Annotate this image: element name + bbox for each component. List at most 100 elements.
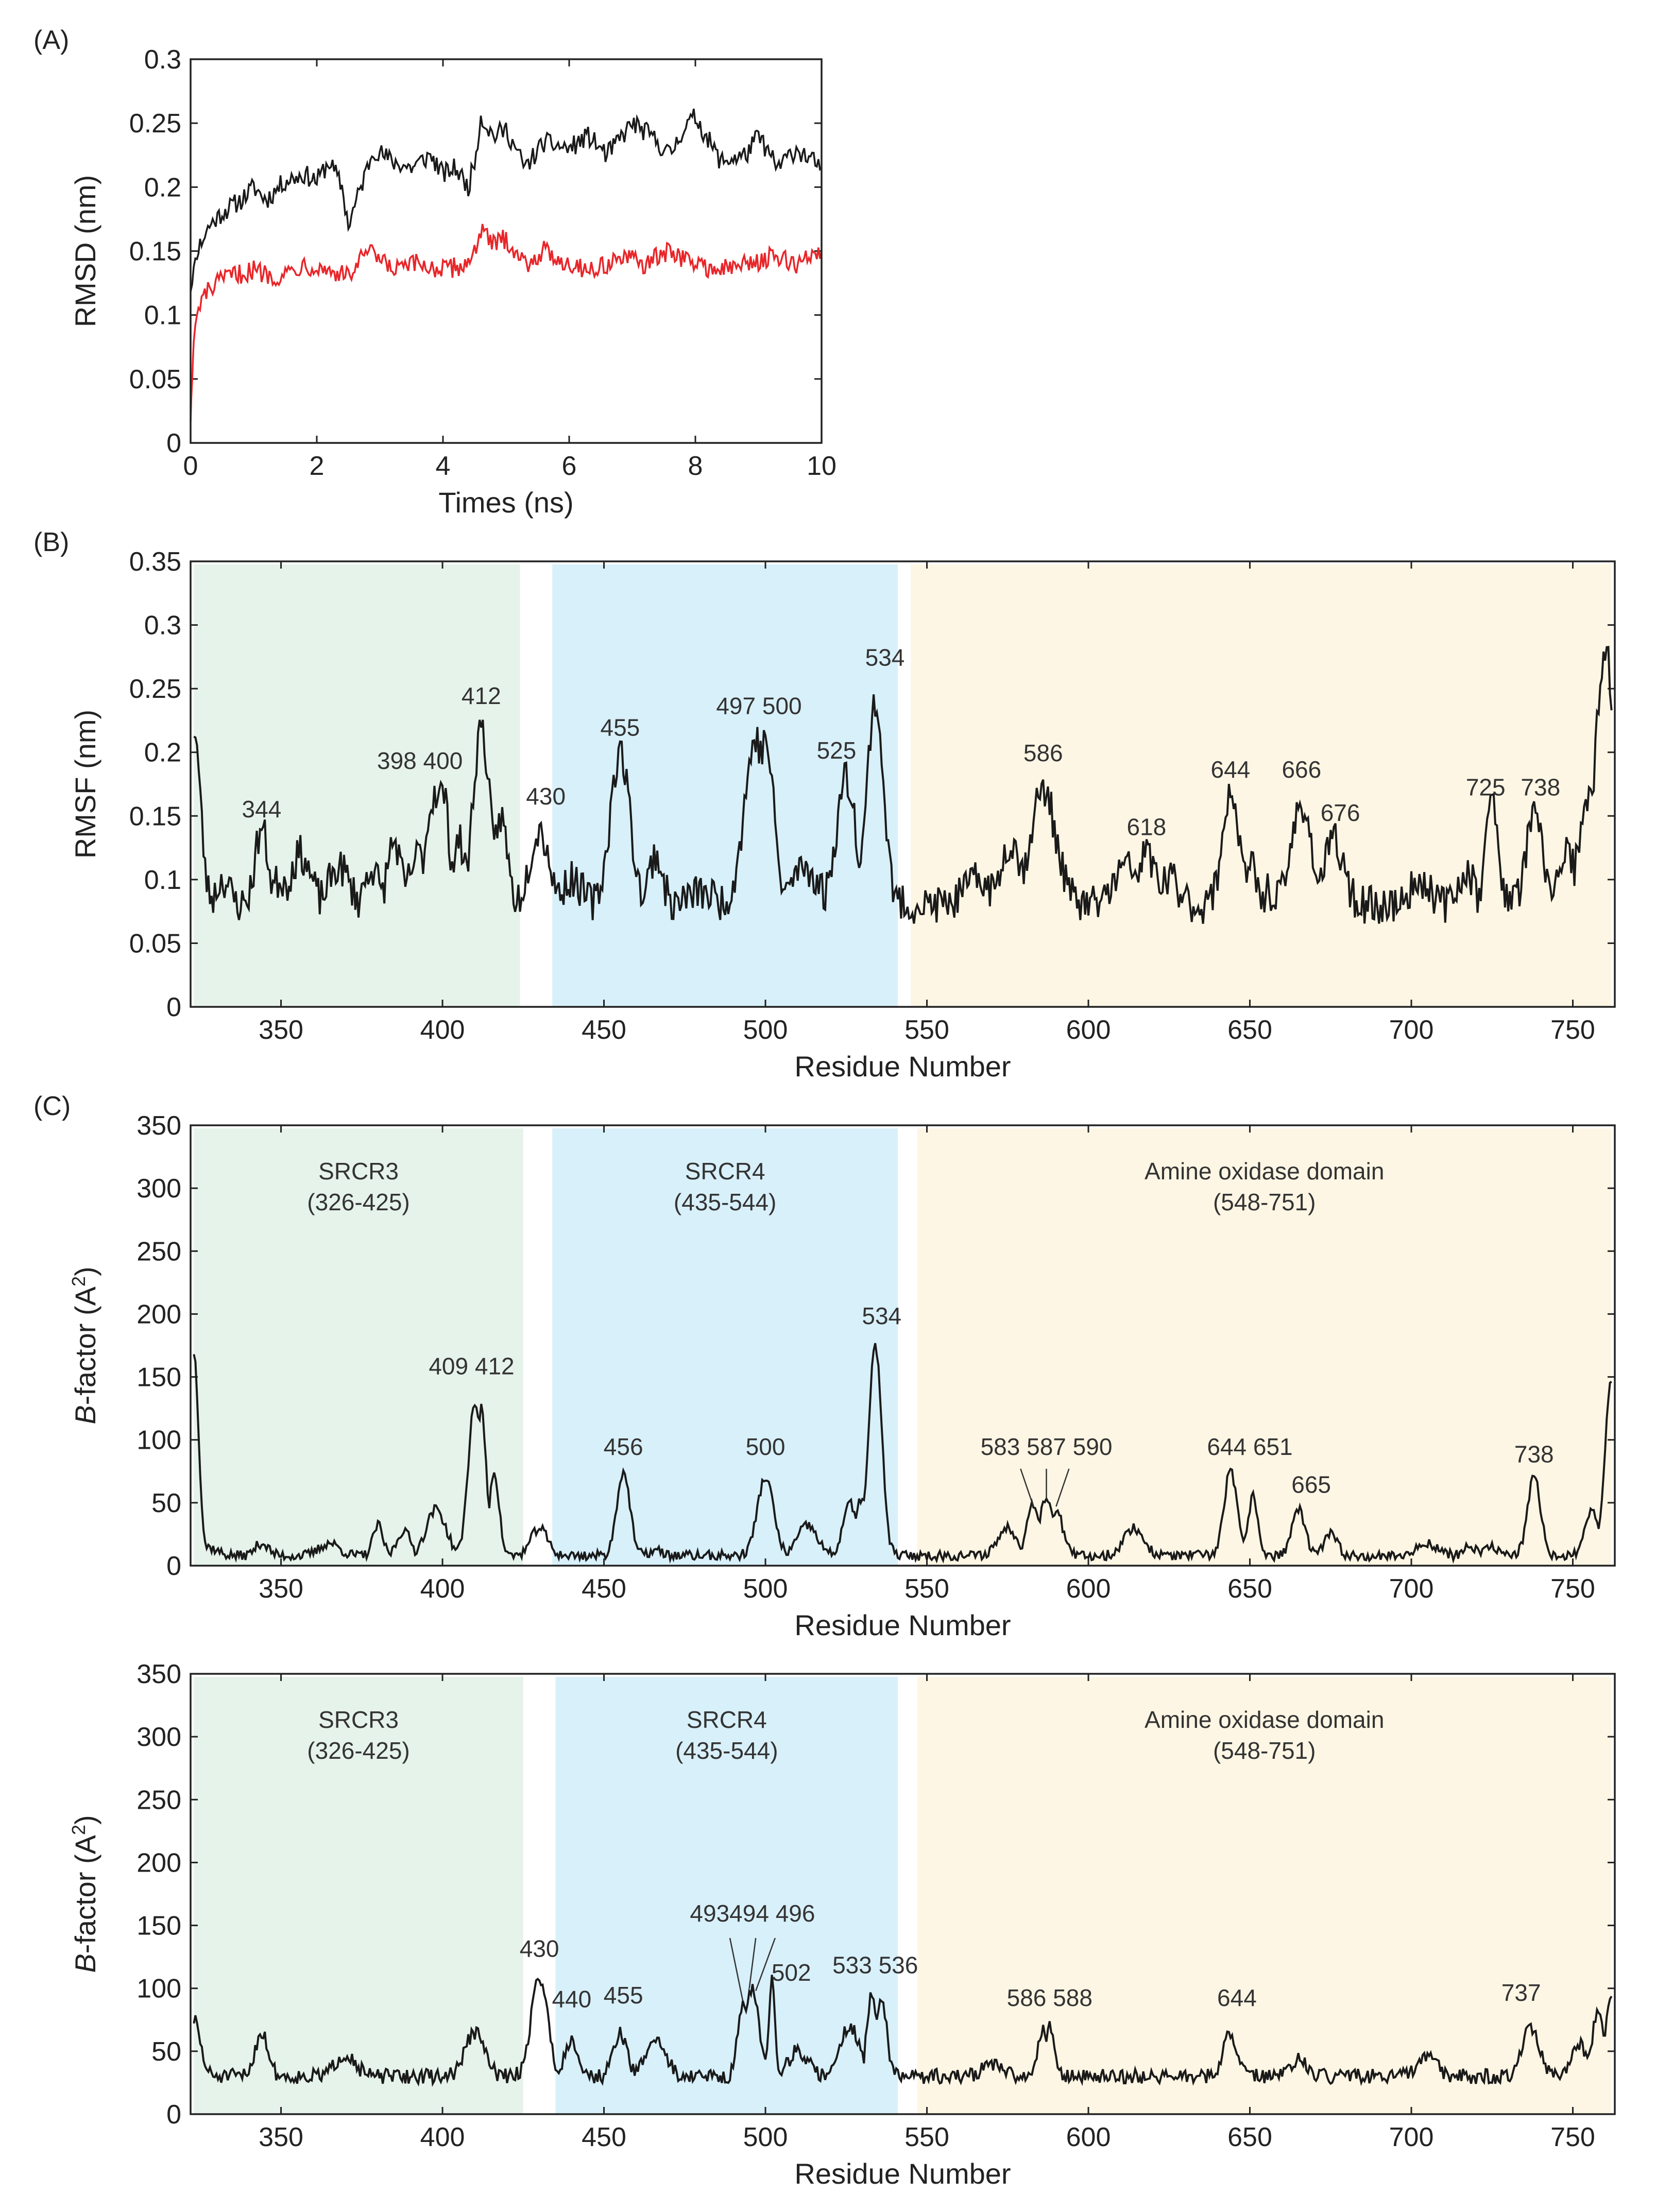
y-axis-label: B-factor (A2) [68, 1266, 102, 1424]
x-tick-label: 700 [1389, 2122, 1434, 2152]
annotation-leader-line [729, 1937, 744, 2001]
x-tick-label: 350 [259, 2122, 303, 2152]
y-axis-label: RMSD (nm) [69, 175, 101, 328]
peak-annotation: 497 500 [716, 693, 801, 719]
x-tick-label: 650 [1227, 1015, 1272, 1045]
x-tick-label: 600 [1066, 1574, 1111, 1604]
peak-annotation: 676 [1321, 799, 1360, 826]
region-range-label: (435-544) [674, 1189, 776, 1215]
peak-annotation: 738 [1514, 1441, 1554, 1468]
peak-annotation: 534 [862, 1302, 901, 1329]
peak-annotation: 586 [1023, 740, 1063, 766]
peak-annotation: 644 [1211, 756, 1251, 783]
y-tick-label: 250 [136, 1237, 181, 1266]
peak-annotation: 440 [552, 1985, 591, 2012]
annotation-leader-line [755, 1937, 776, 1992]
y-tick-label: 100 [136, 1426, 181, 1455]
x-tick-label: 6 [562, 451, 577, 481]
region-range-label: (435-544) [675, 1737, 778, 1764]
x-tick-label: 550 [904, 1015, 949, 1045]
panel-c-bfactor-chart-top: SRCR3 (326-425) SRCR4 (435-544) Amine oxidas… [33, 1091, 1616, 1641]
region-range-label: (326-425) [307, 1189, 409, 1215]
y-tick-label: 0.35 [129, 547, 181, 577]
region-name-label: Amine oxidase domain [1145, 1158, 1384, 1185]
y-tick-label: 0.15 [129, 801, 181, 831]
y-tick-label: 0.05 [129, 929, 181, 958]
y-tick-label: 0 [166, 1551, 181, 1581]
x-tick-label: 500 [743, 2122, 788, 2152]
profile-line [193, 1343, 1612, 1564]
region-name-label: SRCR3 [318, 1158, 399, 1185]
x-axis-label: Residue Number [794, 2157, 1011, 2190]
peak-annotation: 738 [1521, 774, 1560, 801]
y-tick-label: 0.15 [129, 237, 181, 267]
plot-frame [190, 1673, 1616, 2115]
y-tick-label: 0 [166, 2100, 181, 2130]
region-band-1 [194, 1128, 523, 1566]
y-tick-label: 50 [151, 2037, 181, 2067]
y-tick-label: 0 [166, 992, 181, 1022]
region-range-label: (548-751) [1213, 1189, 1316, 1215]
peak-annotation: 586 588 [1007, 1984, 1092, 2011]
peak-annotation: 412 [462, 682, 501, 709]
region-name-label: SRCR3 [318, 1706, 399, 1733]
y-tick-label: 250 [136, 1785, 181, 1815]
x-tick-label: 700 [1389, 1574, 1434, 1604]
x-tick-label: 550 [904, 2122, 949, 2152]
peak-annotation: 500 [746, 1433, 786, 1460]
series-line-black [190, 108, 823, 292]
x-tick-label: 600 [1066, 1015, 1111, 1045]
peak-annotation: 618 [1126, 813, 1166, 840]
x-axis-label: Residue Number [794, 1609, 1011, 1641]
x-tick-label: 400 [420, 2122, 465, 2152]
peak-annotation: 533 536 [832, 1951, 918, 1978]
peak-annotation: 525 [817, 737, 857, 764]
peak-annotation: 455 [601, 714, 640, 741]
y-tick-label: 0.25 [129, 109, 181, 139]
annotation-leader-line [748, 1937, 757, 1988]
x-tick-label: 450 [582, 2122, 626, 2152]
annotation-leader-line [1055, 1468, 1070, 1507]
y-axis-label: RMSF (nm) [69, 710, 101, 859]
y-tick-label: 0.1 [144, 301, 181, 331]
region-band-2 [552, 564, 898, 1007]
peak-annotation: 398 400 [377, 747, 463, 774]
x-tick-label: 4 [436, 451, 451, 481]
panel-label: (B) [33, 527, 69, 557]
region-band-3 [917, 1128, 1612, 1566]
peak-annotation: 644 [1217, 1984, 1257, 2011]
series-line-red [190, 224, 823, 422]
y-tick-label: 300 [136, 1174, 181, 1204]
peak-annotation: 666 [1282, 756, 1321, 783]
peak-annotation: 583 587 590 [981, 1433, 1113, 1460]
region-range-label: (326-425) [307, 1737, 409, 1764]
panel-label: (C) [33, 1091, 71, 1121]
region-band-3 [917, 1677, 1612, 2114]
y-tick-label: 0 [166, 428, 181, 458]
x-tick-label: 750 [1550, 2122, 1595, 2152]
x-tick-label: 650 [1227, 2122, 1272, 2152]
region-name-label: SRCR4 [687, 1706, 767, 1733]
x-tick-label: 750 [1550, 1574, 1595, 1604]
peak-annotation: 430 [526, 783, 566, 810]
annotation-leader-line [1020, 1468, 1034, 1507]
y-tick-label: 200 [136, 1299, 181, 1329]
y-tick-label: 350 [136, 1111, 181, 1141]
plot-frame [190, 560, 1616, 1008]
region-band-3 [911, 564, 1612, 1007]
peak-annotation: 502 [772, 1959, 811, 1986]
region-band-1 [194, 564, 520, 1007]
y-tick-label: 150 [136, 1363, 181, 1393]
x-tick-label: 400 [420, 1015, 465, 1045]
x-tick-label: 600 [1066, 2122, 1111, 2152]
x-tick-label: 2 [310, 451, 325, 481]
x-tick-label: 550 [904, 1574, 949, 1604]
plot-frame [190, 1124, 1616, 1567]
peak-annotation: 665 [1291, 1471, 1331, 1498]
y-tick-label: 0.25 [129, 674, 181, 704]
y-tick-label: 350 [136, 1659, 181, 1689]
region-range-label: (548-751) [1213, 1737, 1316, 1764]
y-tick-label: 0.3 [144, 45, 181, 75]
y-tick-label: 0.05 [129, 365, 181, 395]
peak-annotation: 725 [1466, 774, 1506, 801]
